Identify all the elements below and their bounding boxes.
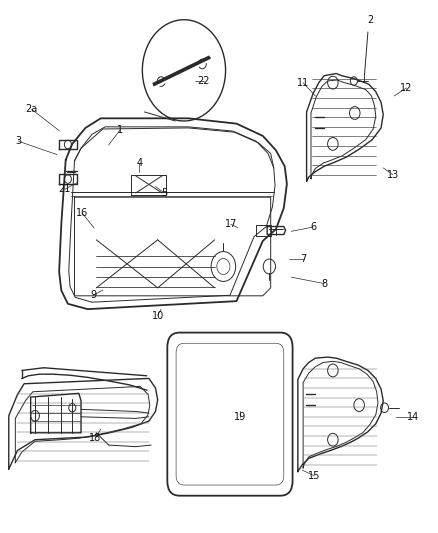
Text: 3: 3 (15, 136, 21, 146)
Text: 8: 8 (321, 279, 327, 288)
Text: 21: 21 (59, 184, 71, 194)
Text: 10: 10 (152, 311, 164, 320)
Text: 13: 13 (387, 170, 399, 180)
Text: 17: 17 (225, 220, 237, 229)
Text: 6: 6 (310, 222, 316, 232)
Text: 19: 19 (234, 412, 246, 422)
Text: 18: 18 (89, 433, 102, 443)
Text: 16: 16 (76, 208, 88, 218)
Text: 7: 7 (300, 254, 307, 264)
Circle shape (157, 77, 165, 86)
Text: 11: 11 (297, 78, 309, 87)
Text: 9: 9 (90, 290, 96, 300)
Text: 2a: 2a (25, 104, 38, 114)
Text: 14: 14 (406, 412, 419, 422)
Text: 2: 2 (367, 15, 373, 25)
Circle shape (198, 59, 206, 69)
Text: 1: 1 (117, 125, 124, 134)
Text: 5: 5 (161, 188, 167, 198)
Text: 15: 15 (308, 471, 321, 481)
Text: 12: 12 (400, 83, 413, 93)
Text: 4: 4 (136, 158, 142, 167)
Text: 22: 22 (198, 76, 210, 86)
